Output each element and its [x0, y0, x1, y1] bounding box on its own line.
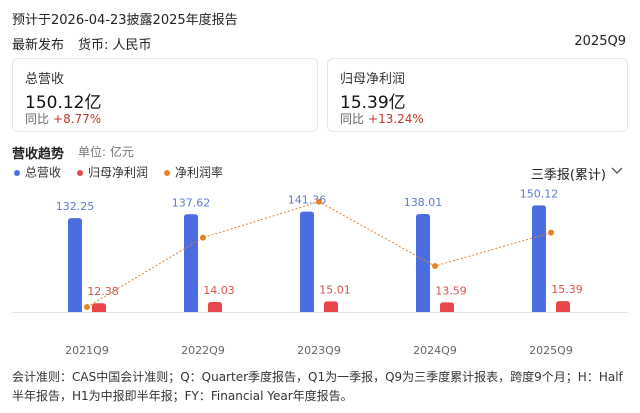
x-tick-label: 2021Q9	[65, 344, 109, 357]
card-yoy: 同比 +13.24%	[340, 110, 424, 127]
x-tick-label: 2023Q9	[297, 344, 341, 357]
value-label: 15.01	[319, 283, 351, 296]
bar	[532, 205, 546, 312]
legend-dot	[164, 170, 171, 176]
legend-dot	[14, 170, 20, 176]
x-tick-label: 2025Q9	[529, 344, 573, 357]
notice: 预计于2026-04-23披露2025年度报告	[12, 13, 238, 28]
bar	[68, 218, 82, 312]
unit: 单位: 亿元	[78, 145, 134, 159]
value-label: 138.01	[404, 196, 443, 209]
section-title: 营收趋势	[12, 147, 65, 162]
value-label: 14.03	[203, 284, 235, 297]
value-label: 12.38	[87, 285, 119, 298]
card: 总营收 150.12亿 同比 +8.77%	[12, 58, 318, 132]
card-title: 总营收	[25, 72, 65, 87]
card-yoy: 同比 +8.77%	[25, 110, 101, 127]
value-label: 150.12	[520, 187, 559, 200]
value-label: 132.25	[56, 200, 95, 213]
bar	[184, 214, 198, 312]
value-label: 15.39	[551, 283, 583, 296]
margin-dot	[84, 303, 90, 310]
margin-dot	[432, 263, 438, 270]
bar	[92, 303, 106, 312]
legend-label: 净利润率	[175, 165, 223, 180]
x-tick-label: 2024Q9	[413, 344, 457, 357]
footer-note: 会计准则：CAS中国会计准则；Q：Quarter季度报告，Q1为一季报，Q9为三…	[12, 370, 623, 403]
bar	[440, 302, 454, 312]
yoy-label: 同比	[340, 112, 365, 126]
bar	[556, 301, 570, 312]
yoy-label: 同比	[25, 112, 50, 126]
margin-dot	[316, 198, 322, 205]
card-value: 15.39亿	[340, 93, 406, 113]
bar	[324, 301, 338, 312]
margin-dot	[200, 234, 206, 241]
bar	[300, 211, 314, 312]
period-selector[interactable]: 三季报(累计)	[530, 168, 606, 183]
period: 2025Q9	[574, 34, 626, 49]
yoy-value: +8.77%	[53, 112, 102, 126]
value-label: 137.62	[172, 196, 211, 209]
bar	[416, 214, 430, 312]
card: 归母净利润 15.39亿 同比 +13.24%	[327, 58, 628, 132]
latest: 最新发布	[12, 38, 65, 53]
legend-dot	[77, 170, 84, 176]
legend-label: 归母净利润	[88, 166, 148, 180]
card-value: 150.12亿	[25, 93, 102, 113]
bar	[208, 302, 222, 312]
currency: 货币: 人民币	[78, 38, 152, 53]
yoy-value: +13.24%	[368, 112, 424, 126]
legend-label: 总营收	[25, 166, 61, 180]
x-tick-label: 2022Q9	[181, 344, 225, 357]
margin-dot	[548, 229, 554, 236]
card-title: 归母净利润	[340, 72, 406, 87]
value-label: 13.59	[435, 284, 467, 297]
chevron-icon[interactable]	[611, 167, 623, 174]
